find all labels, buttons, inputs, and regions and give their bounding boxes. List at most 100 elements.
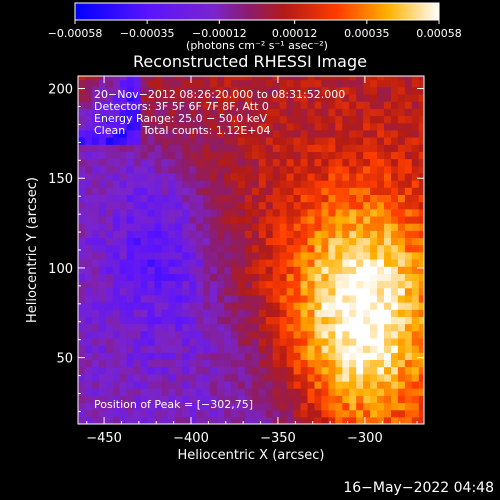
heatmap-cell — [258, 345, 267, 353]
heatmap-cell — [391, 230, 399, 239]
heatmap-cell — [196, 323, 204, 332]
heatmap-cell — [154, 345, 163, 353]
heatmap-cell — [356, 151, 364, 160]
heatmap-cell — [391, 76, 399, 81]
heatmap-cell — [279, 395, 288, 404]
heatmap-cell — [411, 287, 420, 296]
heatmap-cell — [321, 93, 329, 102]
heatmap-cell — [238, 323, 246, 332]
heatmap-cell — [293, 172, 302, 181]
heatmap-cell — [272, 251, 281, 260]
heatmap-cell — [321, 259, 329, 267]
heatmap-cell — [168, 388, 176, 396]
x-tick-label: −450 — [86, 431, 122, 446]
heatmap-cell — [182, 345, 190, 353]
heatmap-cell — [321, 280, 329, 289]
heatmap-cell — [161, 76, 170, 81]
heatmap-cell — [182, 330, 190, 339]
heatmap-cell — [112, 244, 121, 253]
heatmap-cell — [119, 395, 128, 404]
heatmap-cell — [300, 158, 309, 167]
heatmap-cell — [98, 273, 107, 282]
heatmap-cell — [370, 151, 378, 160]
heatmap-cell — [404, 266, 413, 274]
heatmap-cell — [397, 294, 406, 303]
heatmap-cell — [161, 345, 170, 353]
heatmap-cell — [391, 259, 399, 267]
heatmap-cell — [147, 165, 156, 174]
heatmap-cell — [335, 352, 343, 360]
heatmap-cell — [397, 309, 406, 317]
heatmap-cell — [397, 129, 406, 138]
heatmap-cell — [418, 237, 424, 246]
heatmap-cell — [342, 223, 350, 231]
heatmap-cell — [321, 187, 329, 195]
heatmap-cell — [175, 172, 183, 181]
heatmap-cell — [279, 158, 288, 167]
heatmap-cell — [251, 137, 260, 145]
heatmap-cell — [321, 144, 329, 152]
heatmap-cell — [238, 194, 246, 203]
heatmap-cell — [189, 287, 197, 296]
heatmap-cell — [140, 395, 149, 404]
heatmap-cell — [85, 266, 93, 274]
heatmap-cell — [119, 373, 128, 382]
heatmap-cell — [370, 280, 378, 289]
heatmap-cell — [397, 380, 406, 389]
heatmap-cell — [363, 302, 371, 310]
heatmap-cell — [342, 280, 350, 289]
heatmap-cell — [307, 101, 316, 109]
heatmap-cell — [342, 302, 350, 310]
heatmap-cell — [85, 76, 93, 81]
heatmap-cell — [321, 352, 329, 360]
heatmap-cell — [404, 237, 413, 246]
heatmap-cell — [251, 144, 260, 152]
heatmap-cell — [418, 194, 424, 203]
heatmap-cell — [196, 230, 204, 239]
heatmap-cell — [203, 158, 211, 167]
heatmap-cell — [189, 294, 197, 303]
heatmap-cell — [321, 122, 329, 131]
heatmap-cell — [168, 76, 176, 81]
heatmap-cell — [342, 108, 350, 117]
heatmap-cell — [147, 337, 156, 346]
heatmap-cell — [140, 373, 149, 382]
heatmap-cell — [224, 395, 232, 404]
heatmap-cell — [126, 294, 135, 303]
heatmap-cell — [272, 79, 281, 88]
heatmap-cell — [210, 208, 218, 217]
heatmap-cell — [91, 359, 100, 368]
heatmap-cell — [397, 223, 406, 231]
heatmap-cell — [314, 309, 323, 317]
heatmap-cell — [91, 330, 100, 339]
heatmap-cell — [210, 144, 218, 152]
heatmap-cell — [203, 309, 211, 317]
heatmap-cell — [404, 251, 413, 260]
heatmap-cell — [265, 266, 274, 274]
heatmap-cell — [231, 93, 239, 102]
heatmap-cell — [244, 86, 253, 95]
heatmap-cell — [78, 194, 86, 203]
heatmap-cell — [411, 122, 420, 131]
heatmap-cell — [140, 309, 149, 317]
heatmap-cell — [140, 237, 149, 246]
heatmap-cell — [168, 259, 176, 267]
heatmap-cell — [377, 266, 385, 274]
heatmap-cell — [182, 380, 190, 389]
heatmap-cell — [272, 287, 281, 296]
heatmap-cell — [328, 151, 336, 160]
heatmap-cell — [78, 115, 86, 124]
heatmap-cell — [119, 244, 128, 253]
heatmap-cell — [112, 380, 121, 389]
heatmap-cell — [397, 137, 406, 145]
heatmap-cell — [85, 345, 93, 353]
heatmap-cell — [203, 122, 211, 131]
heatmap-cell — [133, 409, 142, 418]
heatmap-cell — [321, 86, 329, 95]
heatmap-cell — [335, 402, 343, 411]
heatmap-cell — [168, 402, 176, 411]
heatmap-cell — [258, 76, 267, 81]
heatmap-cell — [244, 122, 253, 131]
heatmap-cell — [279, 180, 288, 188]
heatmap-cell — [119, 86, 128, 95]
